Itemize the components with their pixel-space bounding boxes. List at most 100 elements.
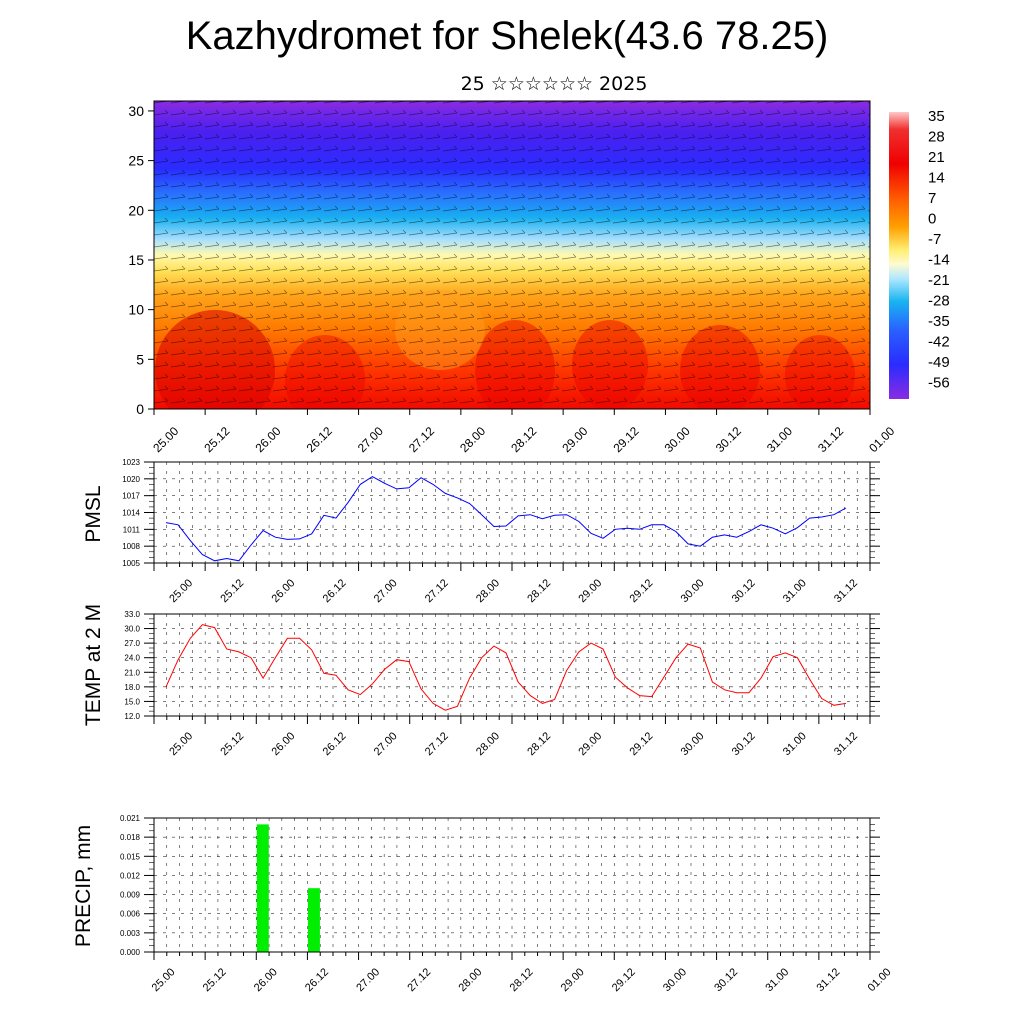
precip-x-tick-label: 30.00 xyxy=(661,966,689,994)
page-subtitle: 25 ☆☆☆☆☆☆ 2025 xyxy=(460,73,648,95)
precip-x-tick-label: 26.12 xyxy=(303,966,331,994)
temp-x-tick-label: 31.12 xyxy=(832,730,860,758)
page-title: Kazhydromet for Shelek(43.6 78.25) xyxy=(185,14,829,58)
pmsl-y-tick-label: 1008 xyxy=(122,542,140,551)
colorbar-label: -28 xyxy=(928,293,950,310)
temp-x-tick-label: 26.12 xyxy=(321,730,349,758)
pmsl-x-tick-label: 30.00 xyxy=(679,577,707,605)
colorbar-labels: 35 28 21 14 7 0 -7 -14 -21 -28 -35 -42 -49 -56 xyxy=(928,108,950,392)
pmsl-x-tick-label: 26.00 xyxy=(269,577,297,605)
pmsl-x-tick-label: 29.00 xyxy=(576,577,604,605)
precip-x-axis: 25.00 25.12 26.00 26.12 27.00 27.12 28.00 28.12… xyxy=(150,952,894,994)
precip-y-tick-label: 0.003 xyxy=(120,929,141,938)
temp-x-tick-label: 29.00 xyxy=(576,730,604,758)
precip-x-tick-label: 31.00 xyxy=(763,966,791,994)
colorbar-label: 35 xyxy=(928,108,945,125)
heatmap-y-tick-label: 15 xyxy=(128,252,144,268)
temp-y-axis: 12.0 15.0 18.0 21.0 24.0 27.0 30.0 33.0 xyxy=(124,610,880,721)
pmsl-x-tick-label: 26.12 xyxy=(321,577,349,605)
heatmap-y-tick-label: 30 xyxy=(128,103,144,119)
colorbar-gradient xyxy=(889,112,909,399)
temp-x-tick-label: 29.12 xyxy=(627,730,655,758)
precip-x-tick-label: 27.00 xyxy=(354,966,382,994)
heatmap-x-tick-label: 25.00 xyxy=(150,424,181,455)
pmsl-x-tick-label: 25.12 xyxy=(218,577,246,605)
pmsl-x-tick-label: 31.00 xyxy=(781,577,809,605)
precip-x-tick-label: 30.12 xyxy=(712,966,740,994)
colorbar-label: -14 xyxy=(928,252,950,269)
heatmap-panel: 0 5 10 15 20 25 30 25.00 25.12 26.00 26.12 27.00 27… xyxy=(128,100,898,455)
colorbar-label: -21 xyxy=(928,272,950,289)
precip-x-tick-label: 01.00 xyxy=(866,966,894,994)
heatmap-x-tick-label: 27.00 xyxy=(355,424,386,455)
heatmap-x-tick-label: 31.00 xyxy=(764,424,795,455)
pmsl-x-tick-label: 31.12 xyxy=(832,577,860,605)
heatmap-x-tick-label: 29.00 xyxy=(559,424,590,455)
heatmap-x-tick-label: 31.12 xyxy=(815,424,846,455)
colorbar-label: -35 xyxy=(928,313,950,330)
pmsl-series-line xyxy=(165,476,847,562)
temp-x-tick-label: 27.12 xyxy=(423,730,451,758)
temp-x-tick-label: 26.00 xyxy=(269,730,297,758)
precip-x-tick-label: 25.00 xyxy=(150,966,178,994)
heatmap-x-tick-label: 26.00 xyxy=(253,424,284,455)
temp-grid xyxy=(154,613,870,717)
precip-x-tick-label: 29.00 xyxy=(559,966,587,994)
precip-y-tick-label: 0.012 xyxy=(120,871,141,880)
precip-y-tick-label: 0.018 xyxy=(120,833,141,842)
temp-x-tick-label: 28.12 xyxy=(525,730,553,758)
heatmap-x-tick-label: 25.12 xyxy=(201,424,232,455)
precip-y-label: PRECIP, mm xyxy=(72,825,95,947)
pmsl-x-tick-label: 27.00 xyxy=(372,577,400,605)
precip-y-tick-label: 0.009 xyxy=(120,891,141,900)
temp-x-tick-label: 31.00 xyxy=(781,730,809,758)
heatmap-y-tick-label: 20 xyxy=(128,202,144,218)
temp-x-tick-label: 27.00 xyxy=(372,730,400,758)
precip-x-tick-label: 28.00 xyxy=(456,966,484,994)
pmsl-x-tick-label: 25.00 xyxy=(167,577,195,605)
heatmap-x-tick-label: 26.12 xyxy=(304,424,335,455)
temp-x-tick-label: 25.12 xyxy=(218,730,246,758)
temp-series-line xyxy=(165,624,847,711)
precip-y-axis: 0.000 0.003 0.006 0.009 0.012 0.015 0.018 0.021 xyxy=(120,814,880,957)
precip-y-tick-label: 0.006 xyxy=(120,910,141,919)
heatmap-x-tick-label: 30.00 xyxy=(662,424,693,455)
colorbar-label: 7 xyxy=(928,190,936,207)
heatmap-x-tick-label: 29.12 xyxy=(611,424,642,455)
heatmap-y-tick-label: 25 xyxy=(128,153,144,169)
pmsl-y-tick-label: 1020 xyxy=(122,475,140,484)
pmsl-y-tick-label: 1014 xyxy=(122,509,140,518)
heatmap-x-tick-label: 28.12 xyxy=(508,424,539,455)
precip-panel: 0.000 0.003 0.006 0.009 0.012 0.015 0.018 0.021… xyxy=(72,814,894,994)
precip-bar xyxy=(307,888,320,952)
colorbar-label: 21 xyxy=(928,149,945,166)
heatmap-y-tick-label: 10 xyxy=(128,302,144,318)
pmsl-grid xyxy=(154,461,870,564)
colorbar-label: -49 xyxy=(928,354,950,371)
temp-y-tick-label: 30.0 xyxy=(124,625,140,634)
pmsl-y-tick-label: 1017 xyxy=(122,492,140,501)
temp-y-tick-label: 18.0 xyxy=(124,683,140,692)
pmsl-y-tick-label: 1005 xyxy=(122,559,140,568)
temp-x-tick-label: 30.00 xyxy=(679,730,707,758)
colorbar-label: 0 xyxy=(928,211,936,228)
pmsl-y-tick-label: 1023 xyxy=(122,458,140,467)
pmsl-x-tick-label: 28.12 xyxy=(525,577,553,605)
colorbar-label: -7 xyxy=(928,231,941,248)
precip-bars xyxy=(256,824,320,952)
colorbar-label: -56 xyxy=(928,375,950,392)
precip-x-tick-label: 26.00 xyxy=(252,966,280,994)
heatmap-y-tick-label: 5 xyxy=(136,351,144,367)
colorbar-label: 28 xyxy=(928,129,945,146)
temp-y-tick-label: 24.0 xyxy=(124,654,140,663)
pmsl-x-tick-label: 29.12 xyxy=(627,577,655,605)
precip-y-tick-label: 0.021 xyxy=(120,814,141,823)
temp-y-label: TEMP at 2 M xyxy=(82,604,105,726)
temp-y-tick-label: 27.0 xyxy=(124,639,140,648)
precip-x-tick-label: 28.12 xyxy=(508,966,536,994)
pmsl-frame xyxy=(153,461,871,564)
heatmap-warm-cells xyxy=(154,101,870,409)
temp-y-tick-label: 12.0 xyxy=(124,712,140,721)
